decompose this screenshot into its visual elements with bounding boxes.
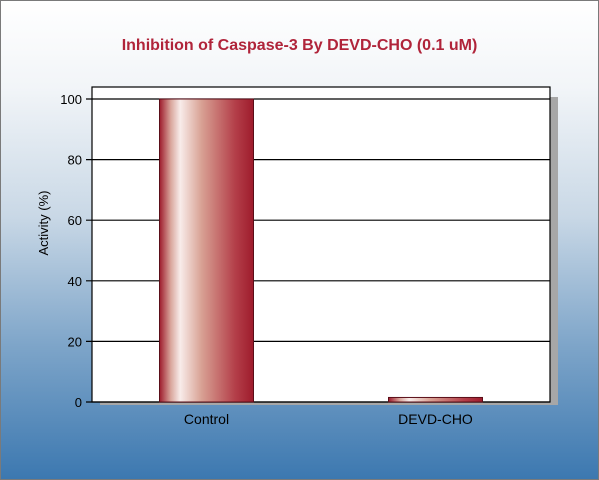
y-tick-label: 60 [68, 213, 82, 228]
bar-devd-cho [388, 396, 483, 403]
y-tick-label: 0 [75, 395, 82, 410]
y-tick-label: 100 [60, 92, 82, 107]
y-axis-title: Activity (%) [36, 191, 51, 256]
y-tick-label: 80 [68, 153, 82, 168]
bar-control [159, 98, 254, 403]
chart-title: Inhibition of Caspase-3 By DEVD-CHO (0.1… [121, 37, 478, 54]
y-tick-label: 20 [68, 334, 82, 349]
x-category-label: Control [184, 411, 229, 427]
x-category-label: DEVD-CHO [398, 411, 473, 427]
y-tick-label: 40 [68, 274, 82, 289]
